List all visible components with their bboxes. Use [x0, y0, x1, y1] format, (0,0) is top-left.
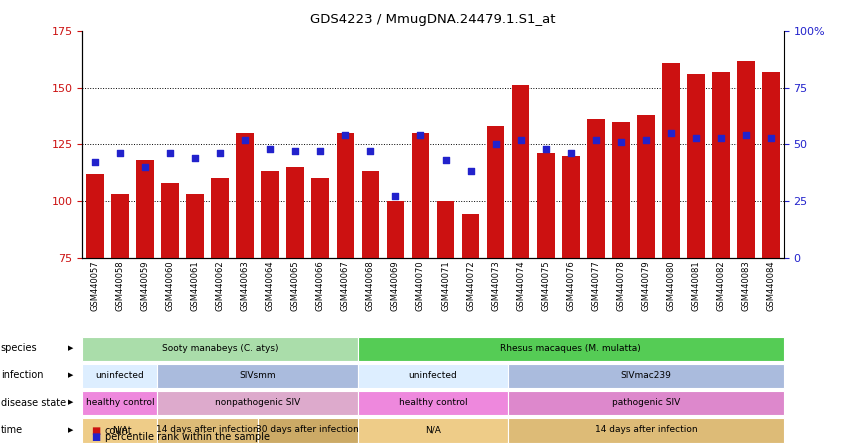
Point [689, 134, 703, 141]
Text: count: count [105, 426, 132, 436]
Point [488, 141, 502, 148]
Point [238, 136, 252, 143]
Text: 30 days after infection: 30 days after infection [256, 425, 359, 434]
Point [213, 150, 227, 157]
Text: 14 days after infection: 14 days after infection [595, 425, 697, 434]
Bar [262, 171, 279, 427]
Point [113, 150, 126, 157]
Point [463, 168, 477, 175]
Bar [512, 85, 529, 427]
Point [514, 136, 527, 143]
Point [714, 134, 728, 141]
Text: infection: infection [1, 370, 43, 381]
Text: ▶: ▶ [68, 373, 74, 378]
Text: uninfected: uninfected [95, 371, 145, 380]
Text: Rhesus macaques (M. mulatta): Rhesus macaques (M. mulatta) [501, 344, 641, 353]
Point [564, 150, 578, 157]
Text: healthy control: healthy control [86, 398, 154, 407]
Point [389, 193, 403, 200]
Bar [362, 171, 379, 427]
Point [163, 150, 177, 157]
Text: pathogenic SIV: pathogenic SIV [611, 398, 680, 407]
Bar [136, 160, 153, 427]
Bar [386, 201, 404, 427]
Text: time: time [1, 425, 23, 435]
Point [589, 136, 603, 143]
Text: SIVsmm: SIVsmm [239, 371, 276, 380]
Bar [337, 133, 354, 427]
Text: healthy control: healthy control [398, 398, 468, 407]
Point [664, 130, 678, 137]
Point [87, 159, 101, 166]
Bar [587, 119, 604, 427]
Bar [713, 72, 730, 427]
Point [614, 139, 628, 146]
Bar [287, 167, 304, 427]
Bar [662, 63, 680, 427]
Bar [86, 174, 104, 427]
Bar [612, 122, 630, 427]
Point [263, 145, 277, 152]
Bar [111, 194, 129, 427]
Point [765, 134, 779, 141]
Bar [462, 214, 480, 427]
Text: ■: ■ [91, 426, 100, 436]
Point [313, 147, 327, 155]
Text: species: species [1, 343, 37, 353]
Point [288, 147, 302, 155]
Point [138, 163, 152, 170]
Text: GDS4223 / MmugDNA.24479.1.S1_at: GDS4223 / MmugDNA.24479.1.S1_at [310, 13, 556, 26]
Bar [436, 201, 455, 427]
Bar [487, 126, 504, 427]
Bar [637, 115, 655, 427]
Bar [161, 183, 178, 427]
Point [438, 157, 452, 164]
Text: ▶: ▶ [68, 400, 74, 405]
Bar [236, 133, 254, 427]
Text: percentile rank within the sample: percentile rank within the sample [105, 432, 270, 442]
Text: N/A: N/A [112, 425, 128, 434]
Text: uninfected: uninfected [409, 371, 457, 380]
Text: SIVmac239: SIVmac239 [621, 371, 671, 380]
Text: 14 days after infection: 14 days after infection [156, 425, 259, 434]
Bar [186, 194, 204, 427]
Bar [562, 156, 579, 427]
Point [414, 132, 428, 139]
Text: nonpathogenic SIV: nonpathogenic SIV [215, 398, 301, 407]
Point [740, 132, 753, 139]
Bar [312, 178, 329, 427]
Point [364, 147, 378, 155]
Bar [762, 72, 780, 427]
Point [339, 132, 352, 139]
Text: disease state: disease state [1, 397, 66, 408]
Point [188, 155, 202, 162]
Bar [411, 133, 430, 427]
Text: ■: ■ [91, 432, 100, 442]
Text: N/A: N/A [425, 425, 441, 434]
Bar [211, 178, 229, 427]
Text: Sooty manabeys (C. atys): Sooty manabeys (C. atys) [162, 344, 278, 353]
Bar [537, 153, 554, 427]
Point [539, 145, 553, 152]
Bar [688, 74, 705, 427]
Text: ▶: ▶ [68, 345, 74, 351]
Bar [737, 60, 755, 427]
Point [639, 136, 653, 143]
Text: ▶: ▶ [68, 427, 74, 433]
